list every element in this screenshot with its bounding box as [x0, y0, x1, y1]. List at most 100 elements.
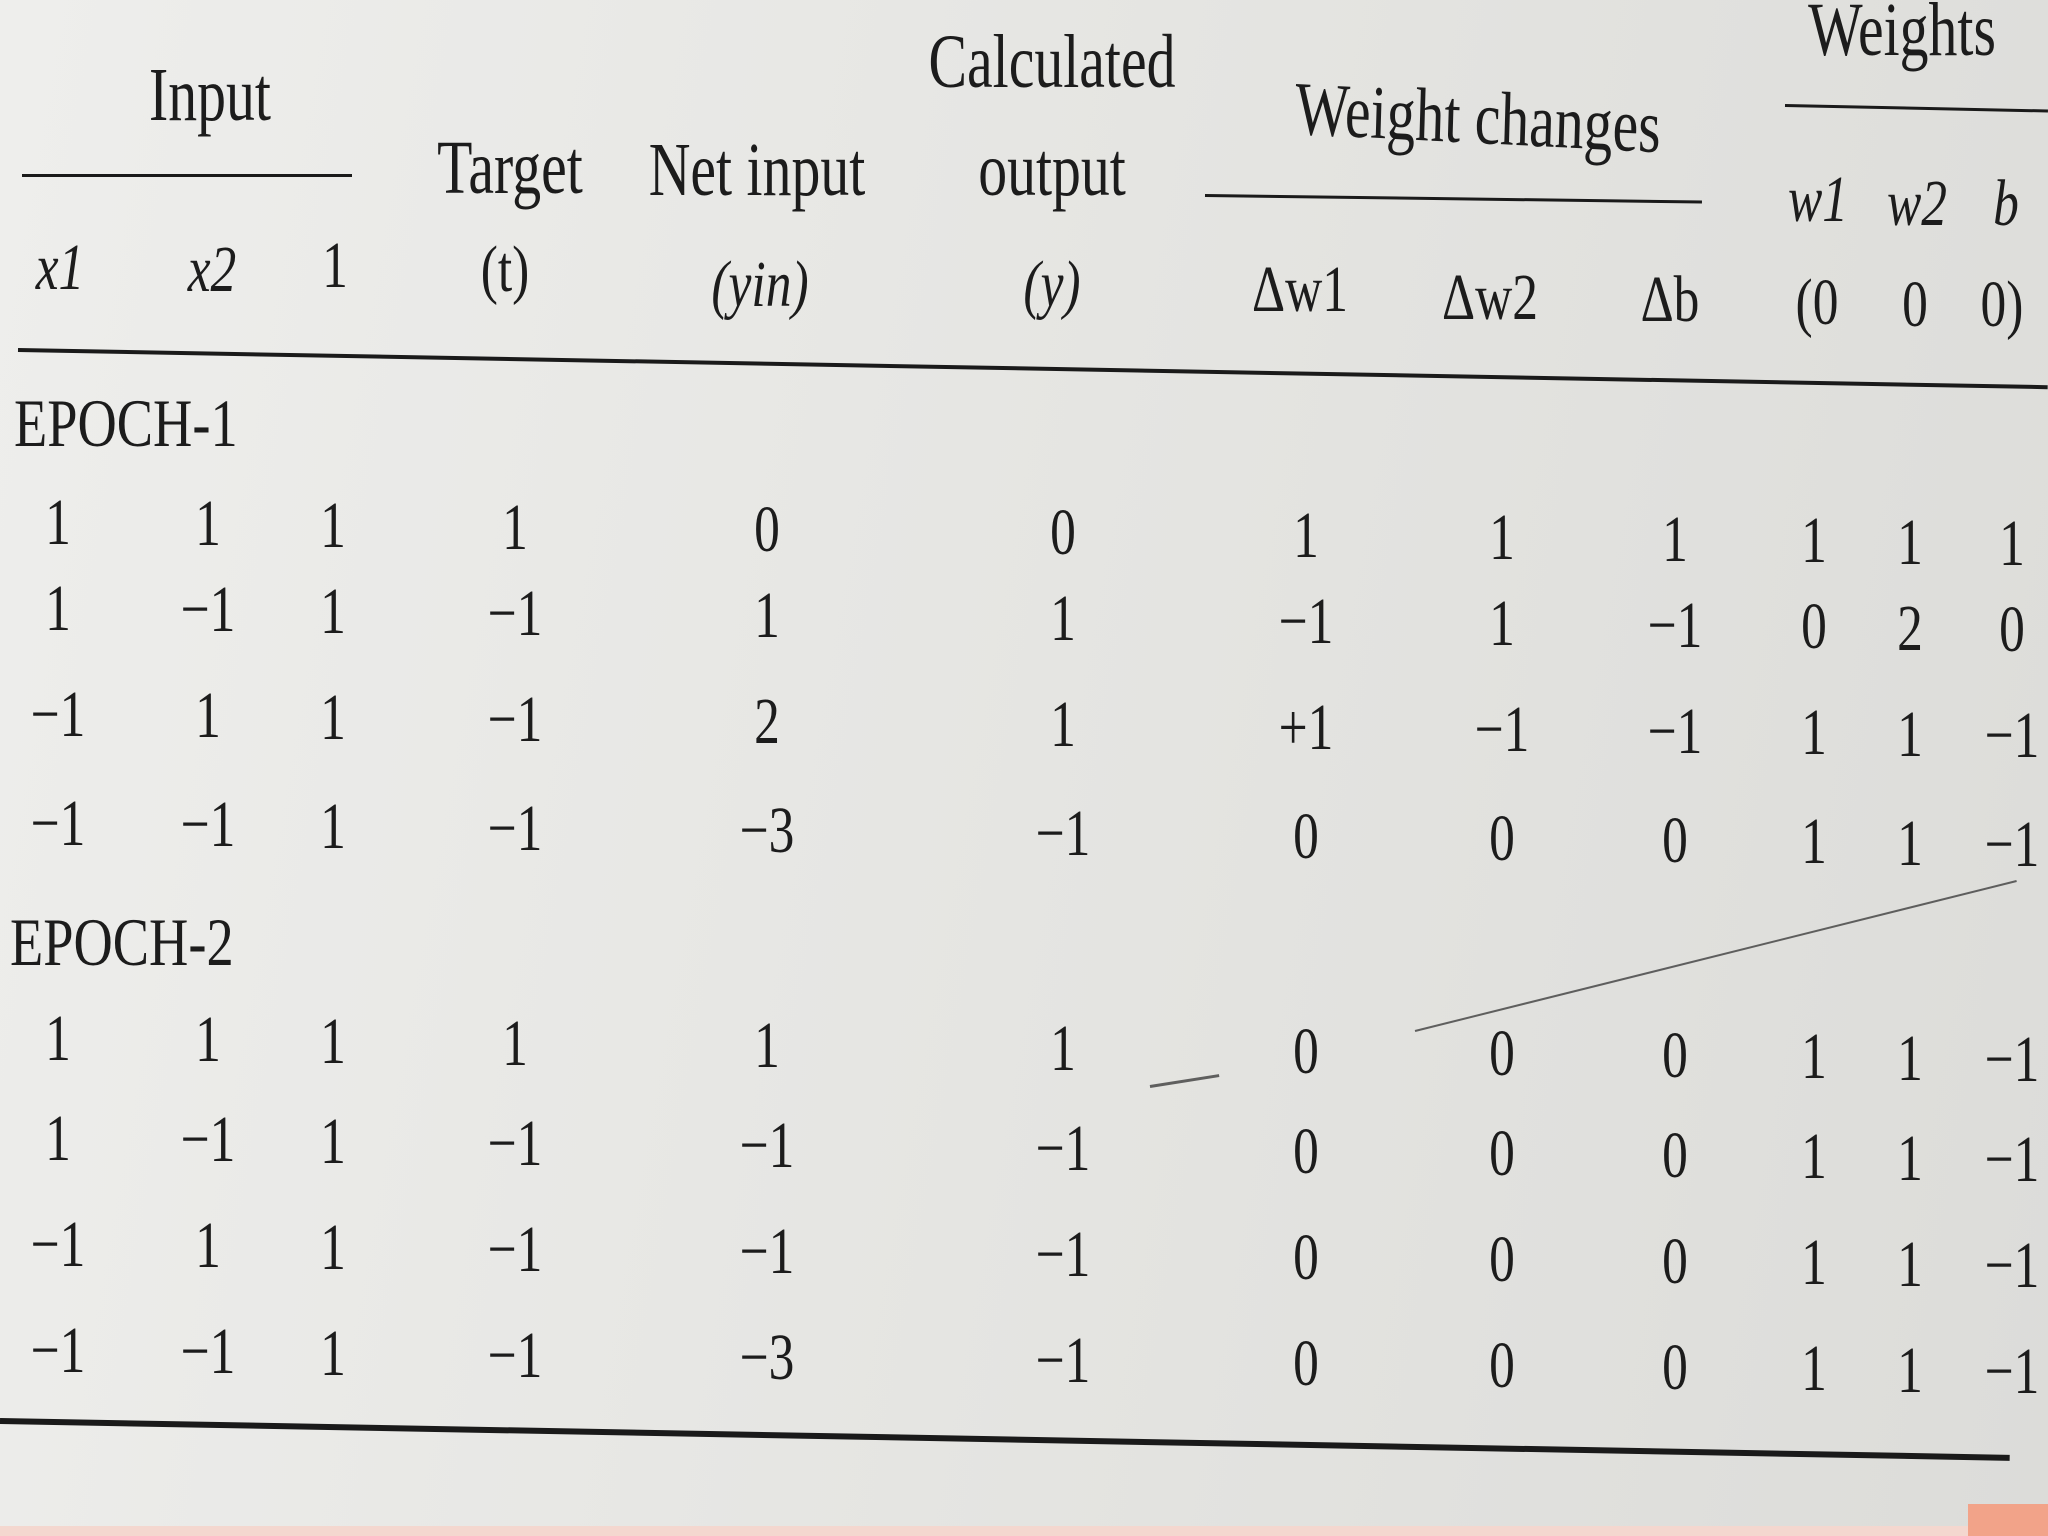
- cell-output: −1: [1035, 1218, 1091, 1292]
- weights-underline: [1784, 104, 2048, 113]
- cell-db: 0: [1662, 1018, 1688, 1092]
- cell-x1: −1: [30, 677, 86, 751]
- pen-stroke: [1149, 1074, 1220, 1088]
- cell-db: 0: [1662, 803, 1688, 877]
- cell-b: −1: [1984, 1022, 2040, 1096]
- subheader-bias-input: 1: [322, 229, 348, 302]
- cell-dw2: 1: [1489, 587, 1515, 661]
- initial-w1: (0: [1795, 266, 1839, 339]
- header-weights: Weights: [1808, 0, 1996, 72]
- cell-net-input: −3: [739, 1321, 795, 1395]
- cell-w1: 0: [1801, 590, 1827, 664]
- cell-b: −1: [1984, 1122, 2040, 1196]
- cell-w1: 1: [1801, 1332, 1827, 1406]
- cell-target: −1: [487, 1212, 543, 1286]
- weight-changes-underline: [1204, 194, 1702, 204]
- cell-w2: 1: [1897, 1333, 1923, 1407]
- input-underline: [22, 174, 352, 177]
- cell-b: −1: [1984, 698, 2040, 772]
- cell-dw1: −1: [1278, 585, 1334, 659]
- slide-footer-accent: [1968, 1504, 2048, 1536]
- cell-x1: −1: [30, 1207, 86, 1281]
- cell-x2: −1: [180, 1315, 236, 1389]
- cell-w1: 1: [1801, 1120, 1827, 1194]
- cell-net-input: 1: [754, 1009, 780, 1083]
- cell-target: −1: [487, 1318, 543, 1392]
- epoch-1-label: EPOCH-1: [14, 385, 238, 461]
- subheader-w1: w1: [1787, 163, 1849, 236]
- subheader-db: Δb: [1640, 263, 1700, 336]
- cell-dw1: 0: [1293, 1327, 1319, 1401]
- cell-x2: 1: [195, 1209, 221, 1283]
- cell-x1: −1: [30, 786, 86, 860]
- cell-x2: −1: [180, 1103, 236, 1177]
- header-weight-changes: Weight changes: [1293, 66, 1663, 170]
- cell-w2: 1: [1897, 1021, 1923, 1095]
- subheader-x2: x2: [187, 233, 237, 306]
- cell-dw2: 0: [1489, 802, 1515, 876]
- cell-dw1: 0: [1293, 1115, 1319, 1189]
- cell-dw1: 0: [1293, 1221, 1319, 1295]
- cell-x1: 1: [45, 1001, 71, 1075]
- cell-output: −1: [1035, 797, 1091, 871]
- cell-net-input: −3: [739, 794, 795, 868]
- subheader-net-input: (yin): [711, 248, 809, 321]
- initial-w2: 0: [1902, 268, 1928, 341]
- cell-x2: 1: [195, 679, 221, 753]
- cell-b: 0: [1999, 592, 2025, 666]
- header-calculated: Calculated: [928, 20, 1176, 104]
- cell-target: −1: [487, 1106, 543, 1180]
- subheader-dw1: Δw1: [1251, 253, 1349, 326]
- cell-x2: 1: [195, 1003, 221, 1077]
- cell-x1: 1: [45, 485, 71, 559]
- cell-w1: 1: [1801, 1226, 1827, 1300]
- cell-x2: 1: [195, 487, 221, 561]
- header-rule: [17, 348, 2048, 390]
- slide-footer-bar: [0, 1526, 2048, 1536]
- cell-dw1: +1: [1278, 691, 1334, 765]
- cell-output: 1: [1050, 1012, 1076, 1086]
- cell-w2: 1: [1897, 697, 1923, 771]
- header-target: Target: [437, 126, 583, 210]
- subheader-w2: w2: [1886, 167, 1948, 240]
- subheader-x1: x1: [35, 231, 85, 304]
- cell-w2: 1: [1897, 806, 1923, 880]
- subheader-target: (t): [480, 233, 530, 306]
- cell-bias-input: 1: [320, 488, 346, 562]
- cell-dw2: 0: [1489, 1329, 1515, 1403]
- cell-w1: 1: [1801, 1020, 1827, 1094]
- cell-dw2: 1: [1489, 501, 1515, 575]
- subheader-b: b: [1993, 167, 2019, 240]
- cell-dw1: 0: [1293, 1015, 1319, 1089]
- cell-db: −1: [1647, 694, 1703, 768]
- cell-dw2: 0: [1489, 1017, 1515, 1091]
- cell-bias-input: 1: [320, 1104, 346, 1178]
- cell-output: −1: [1035, 1112, 1091, 1186]
- cell-db: 0: [1662, 1224, 1688, 1298]
- cell-net-input: 2: [754, 685, 780, 759]
- cell-w2: 2: [1897, 591, 1923, 665]
- cell-dw2: 0: [1489, 1223, 1515, 1297]
- cell-output: 1: [1050, 688, 1076, 762]
- cell-w1: 1: [1801, 696, 1827, 770]
- subheader-dw2: Δw2: [1441, 261, 1539, 334]
- cell-target: −1: [487, 576, 543, 650]
- cell-dw1: 0: [1293, 800, 1319, 874]
- cell-x1: 1: [45, 1101, 71, 1175]
- cell-x2: −1: [180, 788, 236, 862]
- cell-dw1: 1: [1293, 499, 1319, 573]
- cell-w1: 1: [1801, 805, 1827, 879]
- cell-output: 0: [1050, 496, 1076, 570]
- cell-target: −1: [487, 791, 543, 865]
- cell-output: 1: [1050, 582, 1076, 656]
- cell-db: 0: [1662, 1118, 1688, 1192]
- cell-w2: 1: [1897, 1227, 1923, 1301]
- cell-b: −1: [1984, 1334, 2040, 1408]
- cell-dw2: −1: [1474, 693, 1530, 767]
- table-bottom-rule: [0, 1418, 2010, 1461]
- header-output: output: [978, 128, 1126, 212]
- cell-b: −1: [1984, 807, 2040, 881]
- cell-w1: 1: [1801, 504, 1827, 578]
- cell-net-input: 0: [754, 493, 780, 567]
